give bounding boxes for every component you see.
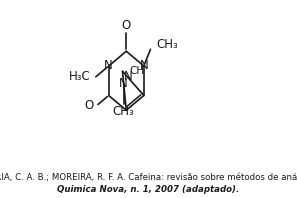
- Text: N: N: [140, 59, 148, 72]
- Text: O: O: [84, 99, 93, 112]
- Text: CH: CH: [129, 66, 144, 76]
- Text: N: N: [119, 77, 128, 90]
- Text: MARIA, C. A. B.; MOREIRA, R. F. A. Cafeina: revisão sobre métodos de análise.: MARIA, C. A. B.; MOREIRA, R. F. A. Cafei…: [0, 173, 297, 182]
- Text: CH₃: CH₃: [113, 105, 135, 118]
- Text: CH₃: CH₃: [157, 38, 178, 51]
- Text: N: N: [124, 70, 133, 83]
- Text: O: O: [122, 19, 131, 32]
- Text: N: N: [104, 59, 113, 72]
- Text: Quimica Nova, n. 1, 2007 (adaptado).: Quimica Nova, n. 1, 2007 (adaptado).: [57, 185, 240, 194]
- Text: H₃C: H₃C: [68, 70, 90, 83]
